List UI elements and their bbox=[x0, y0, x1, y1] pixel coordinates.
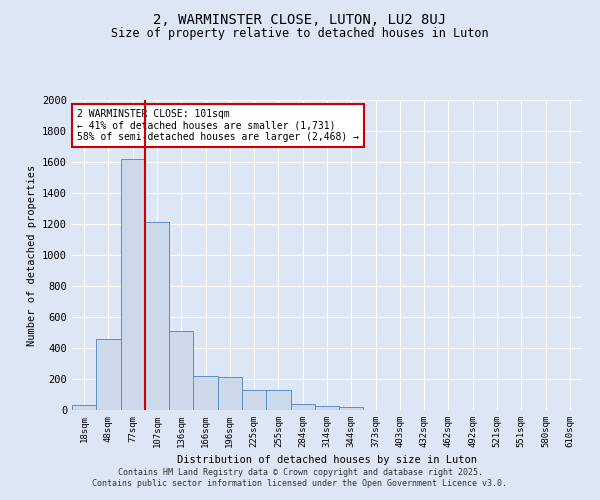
Text: 2, WARMINSTER CLOSE, LUTON, LU2 8UJ: 2, WARMINSTER CLOSE, LUTON, LU2 8UJ bbox=[154, 12, 446, 26]
Bar bbox=[121, 159, 145, 410]
X-axis label: Distribution of detached houses by size in Luton: Distribution of detached houses by size … bbox=[177, 456, 477, 466]
Bar bbox=[315, 406, 339, 410]
Bar bbox=[193, 376, 218, 410]
Bar bbox=[290, 404, 315, 410]
Bar bbox=[266, 390, 290, 410]
Bar bbox=[145, 222, 169, 410]
Bar bbox=[72, 406, 96, 410]
Bar bbox=[218, 376, 242, 410]
Bar bbox=[339, 407, 364, 410]
Text: 2 WARMINSTER CLOSE: 101sqm
← 41% of detached houses are smaller (1,731)
58% of s: 2 WARMINSTER CLOSE: 101sqm ← 41% of deta… bbox=[77, 110, 359, 142]
Text: Size of property relative to detached houses in Luton: Size of property relative to detached ho… bbox=[111, 28, 489, 40]
Bar bbox=[242, 390, 266, 410]
Text: Contains HM Land Registry data © Crown copyright and database right 2025.
Contai: Contains HM Land Registry data © Crown c… bbox=[92, 468, 508, 487]
Y-axis label: Number of detached properties: Number of detached properties bbox=[26, 164, 37, 346]
Bar bbox=[96, 338, 121, 410]
Bar bbox=[169, 331, 193, 410]
